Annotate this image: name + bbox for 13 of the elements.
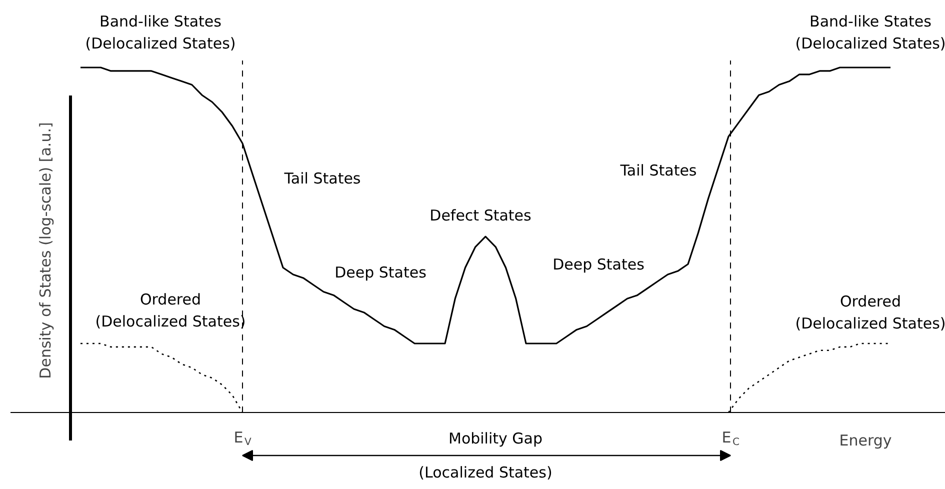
- annotation: Deep States: [552, 256, 645, 274]
- annotation: Ordered (Delocalized States): [795, 292, 945, 332]
- annotation: Tail States: [619, 162, 697, 180]
- text: Band-like States (Delocalized States): [795, 12, 945, 52]
- text: Mobility Gap: [448, 430, 543, 448]
- annotation: Defect States: [430, 206, 532, 224]
- text: Band-like States (Delocalized States): [85, 12, 236, 52]
- x-axis-title: Energy: [839, 432, 892, 450]
- annotation: Ordered (Delocalized States): [95, 290, 246, 330]
- annotation: Deep States: [334, 264, 427, 282]
- y-axis-title: Density of States (log-scale) [a.u.]: [36, 122, 54, 379]
- text: (Localized States): [418, 464, 552, 482]
- annotation: Tail States: [283, 170, 361, 188]
